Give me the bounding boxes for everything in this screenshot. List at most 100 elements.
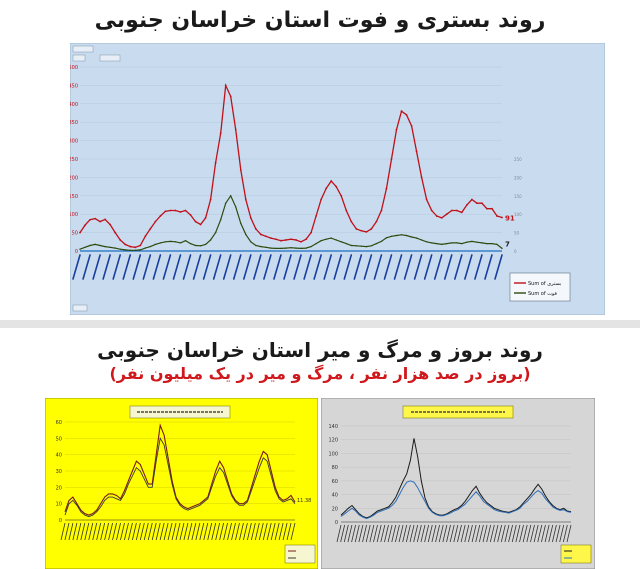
- hosp-point: [249, 216, 252, 219]
- y-tick-label: 350: [70, 120, 78, 126]
- x-tick-label: [405, 524, 411, 543]
- hosp-point: [325, 187, 328, 190]
- hosp-point: [365, 230, 368, 233]
- death-point: [385, 237, 388, 239]
- hosp-point: [501, 216, 503, 219]
- hosp-point: [491, 207, 493, 210]
- hosp-point: [430, 209, 433, 212]
- death-point: [335, 239, 337, 241]
- x-tick-label: [497, 524, 503, 543]
- x-tick-label: [60, 522, 66, 541]
- death-point: [204, 243, 207, 246]
- x-tick-label: [175, 522, 181, 541]
- hosp-point: [355, 228, 358, 230]
- page-title: روند بستری و فوت استان خراسان جنوبی: [94, 8, 546, 33]
- x-tick-label: [471, 524, 477, 543]
- hosp-point: [425, 198, 428, 201]
- hosp-point: [174, 209, 177, 212]
- second-section-title: روند بروز و مرگ و میر استان خراسان جنوبی: [97, 338, 543, 362]
- hosp-point: [234, 128, 237, 131]
- x-tick-label: [362, 524, 367, 543]
- hosp-point: [275, 238, 277, 241]
- death-point: [420, 239, 423, 241]
- hosp-end-label: 91: [505, 215, 515, 223]
- death-point: [415, 237, 418, 239]
- x-tick-label: [351, 524, 356, 543]
- hosp-point: [270, 237, 272, 240]
- x-tick-label: [537, 524, 543, 543]
- x-tick-label: [215, 522, 221, 541]
- hosp-point: [214, 161, 217, 164]
- x-tick-label: [398, 524, 404, 543]
- death-point: [89, 244, 91, 247]
- y-tick-label: 10: [56, 502, 62, 508]
- death-point: [471, 240, 473, 243]
- x-tick-label: [363, 254, 373, 280]
- death-point: [425, 241, 428, 243]
- x-tick-label: [222, 254, 232, 280]
- hosp-point: [99, 220, 101, 223]
- x-tick-label: [139, 522, 145, 541]
- x-tick-label: [530, 524, 535, 543]
- x-tick-label: [449, 524, 455, 543]
- x-tick-label: [76, 522, 82, 541]
- x-tick-label: [541, 524, 546, 543]
- x-tick-label: [486, 524, 492, 543]
- death-point: [496, 243, 498, 246]
- x-tick-label: [373, 524, 378, 543]
- hosp-point: [445, 213, 448, 216]
- death-point: [446, 242, 448, 245]
- y-tick-label: 140: [328, 424, 338, 430]
- y-tick-label: 50: [56, 436, 62, 442]
- x-tick-label: [286, 522, 292, 541]
- x-tick-label: [80, 522, 86, 541]
- death-point: [456, 242, 458, 244]
- hosp-point: [139, 244, 142, 247]
- hosp-point: [259, 233, 262, 236]
- death-point: [280, 247, 282, 250]
- death-point: [481, 242, 483, 244]
- y2-tick-label: 200: [514, 175, 522, 180]
- x-tick-label: [395, 524, 400, 543]
- x-tick-label: [555, 524, 561, 543]
- death-point: [325, 238, 327, 240]
- death-point: [410, 236, 413, 238]
- x-tick-label: [403, 254, 413, 280]
- hosp-point: [475, 202, 478, 205]
- y2-tick-label: 50: [514, 231, 520, 236]
- y-tick-label: 200: [70, 175, 78, 181]
- x-tick-label: [489, 524, 495, 543]
- death-point: [315, 242, 317, 245]
- y2-tick-label: 0: [514, 249, 517, 254]
- y-tick-label: 120: [328, 438, 338, 444]
- death-point: [149, 245, 152, 248]
- y-tick-label: 20: [332, 506, 338, 512]
- x-tick-label: [478, 524, 484, 543]
- x-tick-label: [120, 522, 125, 541]
- x-tick-label: [187, 522, 193, 541]
- x-tick-label: [313, 254, 322, 280]
- y-tick-label: 60: [56, 420, 62, 426]
- death-point: [134, 249, 136, 251]
- hosp-point: [470, 198, 473, 201]
- x-tick-label: [151, 522, 157, 541]
- x-tick-label: [72, 254, 81, 280]
- filter-box: [99, 54, 121, 62]
- x-tick-label: [515, 524, 521, 543]
- death-point: [275, 247, 277, 250]
- y2-tick-label: 250: [514, 157, 522, 162]
- x-tick-label: [219, 522, 225, 541]
- hosp-point: [144, 235, 147, 238]
- x-tick-label: [460, 524, 466, 543]
- x-tick-label: [112, 254, 121, 280]
- y2-tick-label: 100: [514, 212, 522, 217]
- x-tick-label: [446, 524, 451, 543]
- death-point: [461, 242, 463, 245]
- legend-box: [509, 272, 571, 302]
- hosp-point: [199, 223, 202, 226]
- death-point: [124, 249, 126, 251]
- x-tick-label: [423, 254, 433, 280]
- hosp-point: [114, 231, 117, 234]
- hosp-point: [169, 209, 172, 212]
- death-point: [79, 248, 81, 250]
